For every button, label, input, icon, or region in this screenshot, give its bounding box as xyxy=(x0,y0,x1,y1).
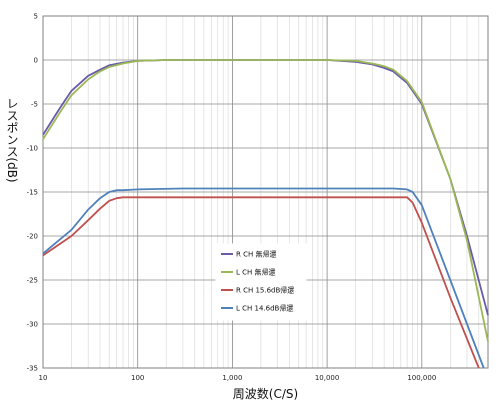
y-tick-label: -25 xyxy=(27,277,38,285)
legend-entry: R CH 無帰還 xyxy=(236,250,276,259)
y-tick-label: 0 xyxy=(34,57,38,65)
y-axis-title: レスポンス(dB) xyxy=(5,97,19,182)
series-line-2 xyxy=(42,59,489,342)
x-tick-label: 10,000 xyxy=(315,374,340,382)
y-tick-label: -5 xyxy=(31,101,38,109)
x-tick-label: 10 xyxy=(39,374,48,382)
legend-entry: L CH 無帰還 xyxy=(236,268,276,277)
plot-area xyxy=(42,15,489,369)
y-tick-label: -35 xyxy=(27,365,38,373)
legend-entry: R CH 15.6dB帰還 xyxy=(236,286,294,295)
y-tick-label: -30 xyxy=(27,321,38,329)
y-tick-label: 5 xyxy=(34,13,38,21)
series-line-3 xyxy=(42,196,480,369)
x-tick-labels: 10 100 1,000 10,000 100,000 xyxy=(39,374,437,382)
y-tick-label: -20 xyxy=(27,233,38,241)
x-tick-label: 100,000 xyxy=(407,374,436,382)
y-tick-label: -10 xyxy=(27,145,38,153)
legend: R CH 無帰還 L CH 無帰還 R CH 15.6dB帰還 L CH 14.6dB… xyxy=(215,243,307,321)
x-tick-label: 1,000 xyxy=(222,374,242,382)
legend-entry: L CH 14.6dB帰還 xyxy=(236,304,293,313)
x-axis-title: 周波数(C/S) xyxy=(233,386,298,401)
series-lines xyxy=(42,59,489,369)
plot-border xyxy=(42,15,489,369)
series-line-4 xyxy=(42,187,485,369)
y-tick-label: -15 xyxy=(27,189,38,197)
y-tick-labels: 5 0 -5 -10 -15 -20 -25 -30 -35 xyxy=(27,13,38,373)
x-tick-label: 100 xyxy=(131,374,144,382)
